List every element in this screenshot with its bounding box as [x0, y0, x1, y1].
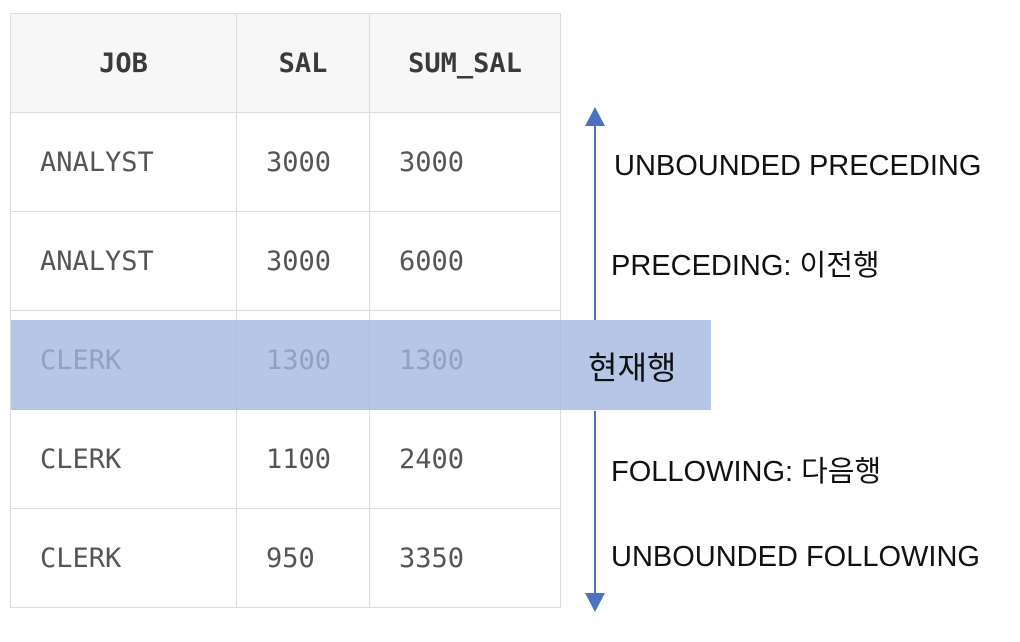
label-current-row: 현재행: [588, 349, 677, 387]
cell-sum-sal: 3000: [369, 112, 561, 212]
cell-sum-sal: 2400: [369, 409, 561, 509]
cell-job: CLERK: [10, 409, 237, 509]
table-row: CLERK 1100 2400: [10, 409, 561, 509]
cell-sum-sal: 6000: [369, 211, 561, 311]
label-unbounded-preceding: UNBOUNDED PRECEDING: [614, 150, 982, 182]
table-row: CLERK 950 3350: [10, 508, 561, 608]
cell-job: ANALYST: [10, 211, 237, 311]
label-unbounded-following: UNBOUNDED FOLLOWING: [611, 541, 980, 573]
cell-sal: 950: [236, 508, 370, 608]
cell-sal: 1100: [236, 409, 370, 509]
arrow-up-icon: [585, 107, 605, 126]
header-job: JOB: [10, 13, 237, 113]
table-row: ANALYST 3000 3000: [10, 112, 561, 212]
cell-job: ANALYST: [10, 112, 237, 212]
cell-sum-sal: 3350: [369, 508, 561, 608]
current-row-highlight: [11, 320, 711, 410]
arrow-down-icon: [585, 593, 605, 612]
label-preceding: PRECEDING: 이전행: [611, 250, 880, 282]
label-following: FOLLOWING: 다음행: [611, 456, 882, 488]
table-header-row: JOB SAL SUM_SAL: [10, 13, 561, 113]
table-row: ANALYST 3000 6000: [10, 211, 561, 311]
